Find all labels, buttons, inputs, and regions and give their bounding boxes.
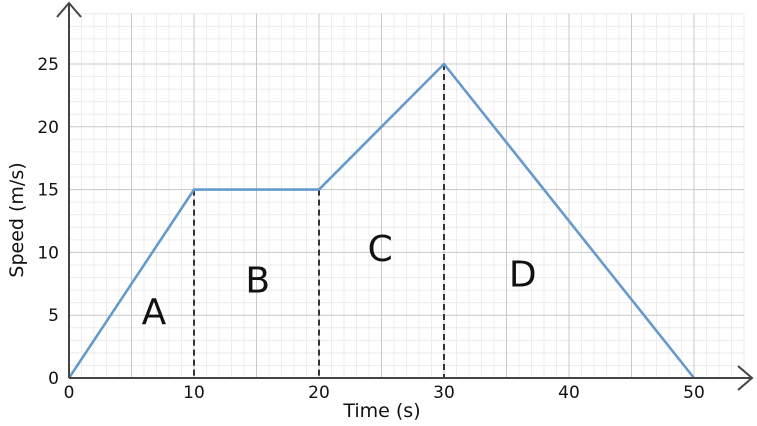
x-tick-label: 30 bbox=[433, 383, 455, 403]
y-tick-labels: 0 5 10 15 20 25 bbox=[37, 55, 59, 389]
region-labels: A B C D bbox=[142, 229, 537, 333]
x-tick-label: 50 bbox=[683, 383, 705, 403]
speed-series-line bbox=[67, 62, 696, 379]
region-label-d: D bbox=[509, 254, 537, 295]
dashed-drop-lines bbox=[193, 64, 445, 378]
series-layer bbox=[67, 62, 696, 379]
region-label-a: A bbox=[142, 292, 167, 333]
y-tick-label: 10 bbox=[37, 243, 59, 263]
region-label-b: B bbox=[245, 261, 270, 302]
y-tick-label: 20 bbox=[37, 118, 59, 138]
axes bbox=[56, 1, 754, 391]
x-axis-arrow-icon bbox=[737, 365, 754, 391]
x-tick-label: 0 bbox=[64, 383, 75, 403]
y-tick-label: 15 bbox=[37, 181, 59, 201]
x-tick-labels: 0 10 20 30 40 50 bbox=[64, 383, 705, 403]
x-axis-label: Time (s) bbox=[342, 400, 420, 422]
y-axis-label: Speed (m/s) bbox=[6, 162, 28, 277]
region-label-c: C bbox=[368, 229, 393, 270]
y-tick-label: 5 bbox=[48, 306, 59, 326]
x-tick-label: 20 bbox=[308, 383, 330, 403]
major-grid bbox=[69, 13, 744, 378]
x-tick-label: 10 bbox=[183, 383, 205, 403]
y-tick-label: 0 bbox=[48, 369, 59, 389]
y-tick-label: 25 bbox=[37, 55, 59, 75]
minor-grid bbox=[69, 13, 745, 378]
y-axis-arrow-icon bbox=[56, 1, 82, 18]
x-tick-label: 40 bbox=[558, 383, 580, 403]
